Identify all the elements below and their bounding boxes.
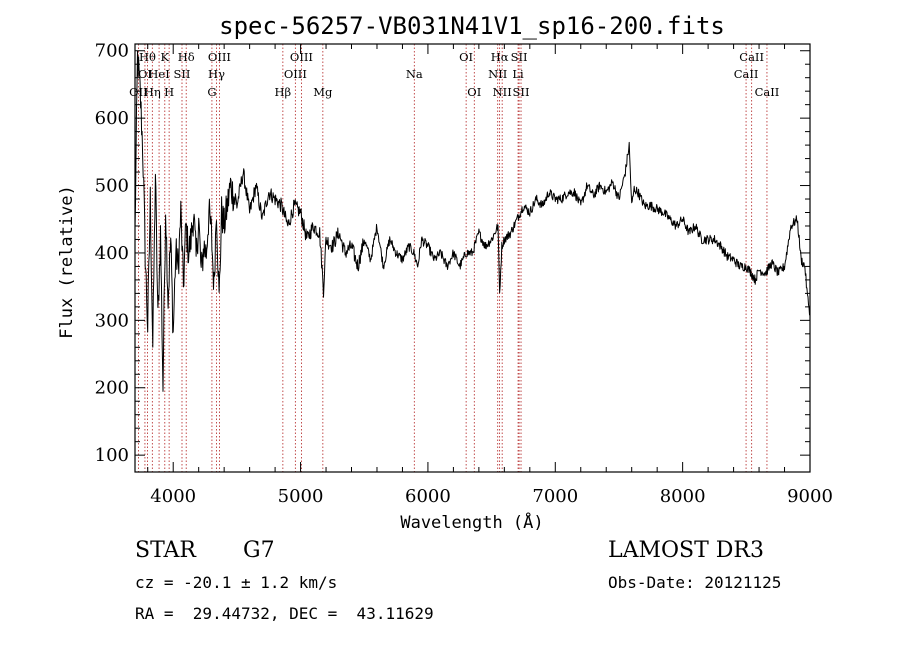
x-tick-label: 9000 <box>787 486 833 507</box>
y-tick-label: 400 <box>95 243 129 264</box>
spectral-line-label: H <box>164 85 174 99</box>
spectral-line-label: NII <box>493 85 512 99</box>
y-tick-label: 500 <box>95 176 129 197</box>
chart-title: spec-56257-VB031N41V1_sp16-200.fits <box>219 12 725 40</box>
x-tick-label: 8000 <box>660 486 706 507</box>
spectral-line-label: K <box>161 50 170 64</box>
spectral-line-label: CaII <box>734 67 759 81</box>
y-tick-label: 600 <box>95 108 129 129</box>
spectral-line-label: OI <box>467 85 481 99</box>
x-axis-label: Wavelength (Å) <box>400 511 543 533</box>
x-tick-label: 5000 <box>278 486 324 507</box>
plot-frame <box>134 43 811 473</box>
spectral-line-label: Mg <box>313 85 333 99</box>
spectral-line-label: CaII <box>755 85 780 99</box>
obs-date: Obs-Date: 20121125 <box>608 573 782 592</box>
spectral-lines-layer <box>138 44 768 472</box>
object-subclass: G7 <box>243 538 275 563</box>
spectral-line-label: Li <box>512 67 524 81</box>
spectral-line-label: CaII <box>739 50 764 64</box>
spectral-line-label: NII <box>488 67 507 81</box>
spectral-line-label: Hγ <box>208 67 225 81</box>
spectral-line-label: OI <box>138 67 152 81</box>
spectral-line-label: OIII <box>284 67 307 81</box>
x-tick-label: 7000 <box>532 486 578 507</box>
spectral-line-label: Hα <box>491 50 509 64</box>
spectral-line-label: SII <box>513 85 530 99</box>
coordinates: RA = 29.44732, DEC = 43.11629 <box>135 604 434 623</box>
spectrum-series-line <box>134 50 811 392</box>
y-axis-label: Flux (relative) <box>57 185 77 339</box>
spectral-line-label: OIII <box>208 50 231 64</box>
spectral-line-label: Hδ <box>178 50 195 64</box>
spectral-line-label: Hθ <box>139 50 156 64</box>
y-tick-label: 100 <box>95 445 129 466</box>
spectral-line-label: OI <box>459 50 473 64</box>
spectral-line-label: G <box>207 85 216 99</box>
y-tick-label: 700 <box>95 41 129 62</box>
redshift-info: cz = -20.1 ± 1.2 km/s <box>135 573 338 592</box>
y-tick-label: 200 <box>95 378 129 399</box>
y-tick-label: 300 <box>95 310 129 331</box>
survey-name: LAMOST DR3 <box>608 538 764 563</box>
axis-ticks: 4000 5000 6000 7000 8000 9000 100 200 300 400 500 6… <box>95 41 833 507</box>
object-class: STAR <box>135 538 196 563</box>
spectral-line-label: SII <box>174 67 191 81</box>
x-tick-label: 4000 <box>150 486 196 507</box>
spectral-line-label: Na <box>406 67 423 81</box>
spectral-line-label: OII <box>129 85 148 99</box>
spectral-line-label: SII <box>511 50 528 64</box>
x-tick-label: 6000 <box>405 486 451 507</box>
spectral-line-label: Hβ <box>275 85 292 99</box>
spectral-line-label: Hη <box>144 85 161 99</box>
spectral-line-label: HeI <box>148 67 169 81</box>
spectral-line-label: OIII <box>290 50 313 64</box>
